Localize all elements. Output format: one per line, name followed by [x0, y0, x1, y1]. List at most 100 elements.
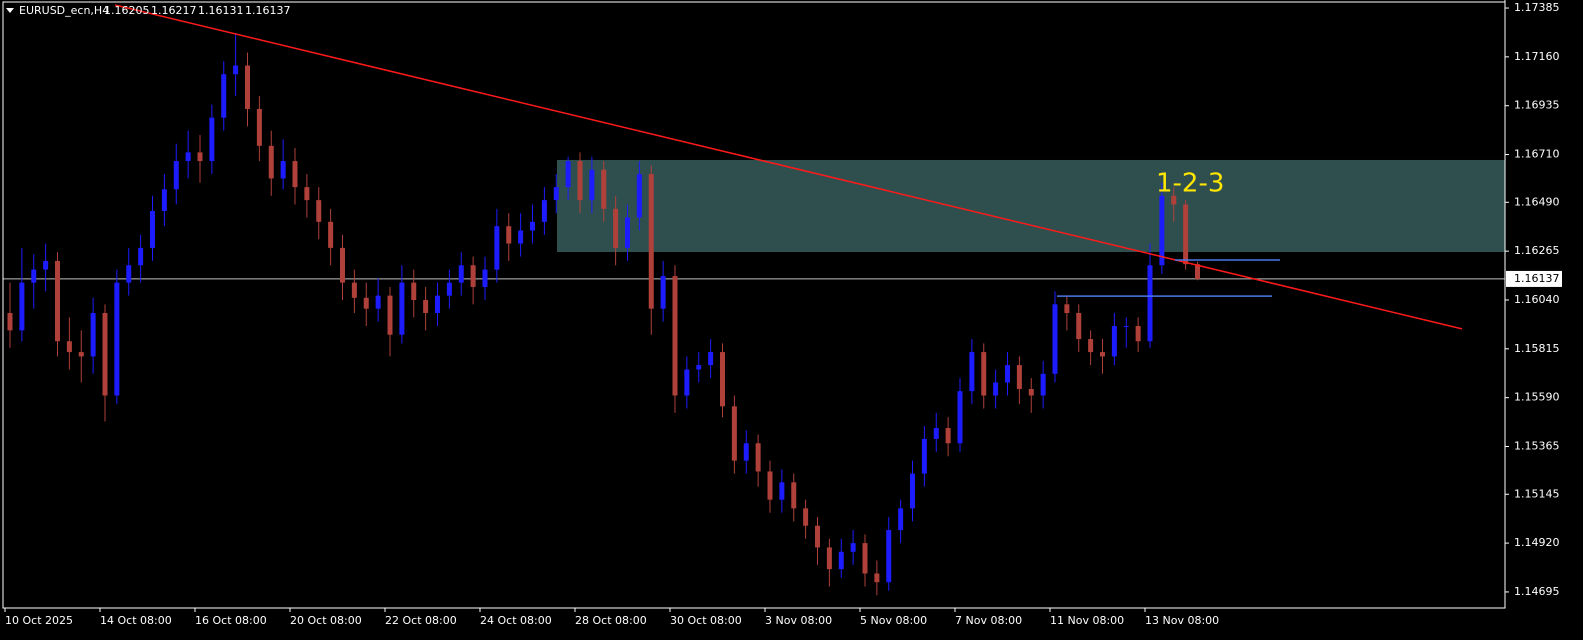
- candle-body: [150, 210, 155, 248]
- x-tick-label: 13 Nov 08:00: [1145, 614, 1219, 627]
- y-tick-label: 1.16710: [1514, 148, 1560, 161]
- candle-body: [981, 352, 987, 396]
- price-tag-label: 1.16137: [1514, 272, 1560, 285]
- y-tick-label: 1.16265: [1514, 244, 1560, 257]
- candle-body: [399, 282, 405, 335]
- candle-body: [886, 530, 892, 583]
- candle-body: [672, 276, 678, 396]
- y-tick-label: 1.16040: [1514, 293, 1560, 306]
- candle-body: [838, 551, 844, 570]
- candle-body: [316, 200, 322, 222]
- candle-body: [601, 169, 607, 209]
- candle-body: [458, 265, 464, 283]
- y-tick-label: 1.16490: [1514, 195, 1560, 208]
- candle-body: [898, 508, 904, 531]
- zone: [557, 159, 1505, 253]
- collapse-icon[interactable]: [6, 8, 14, 13]
- candle-body: [185, 152, 191, 162]
- candle-body: [1147, 265, 1153, 342]
- x-tick-label: 20 Oct 08:00: [290, 614, 362, 627]
- candle-body: [565, 161, 571, 188]
- y-tick-label: 1.15365: [1514, 440, 1560, 453]
- x-tick-label: 5 Nov 08:00: [860, 614, 927, 627]
- candle-body: [815, 525, 820, 548]
- candle-body: [1005, 365, 1010, 383]
- x-tick-label: 3 Nov 08:00: [765, 614, 832, 627]
- candle-body: [55, 260, 60, 342]
- y-tick-label: 1.17385: [1514, 1, 1560, 14]
- candle-body: [506, 226, 512, 244]
- candle-body: [7, 313, 13, 331]
- candle-body: [803, 508, 809, 526]
- y-tick-label: 1.14695: [1514, 585, 1560, 598]
- candle-body: [826, 547, 832, 570]
- candle-body: [245, 65, 250, 109]
- candle-body: [161, 189, 167, 211]
- price-tag: [1506, 270, 1562, 287]
- x-tick-label: 30 Oct 08:00: [670, 614, 742, 627]
- y-tick-label: 1.16935: [1514, 99, 1560, 112]
- candle-body: [696, 365, 702, 370]
- candle-body: [577, 161, 583, 201]
- candle-body: [1064, 304, 1070, 314]
- candle-body: [90, 313, 96, 357]
- candle-body: [636, 174, 642, 218]
- candle-body: [363, 297, 369, 309]
- candle-body: [411, 282, 417, 300]
- candle-body: [221, 74, 227, 118]
- candle-body: [910, 473, 915, 509]
- candle-body: [423, 299, 429, 314]
- candle-body: [1040, 373, 1046, 396]
- candle-body: [731, 406, 737, 461]
- candle-body: [933, 428, 939, 439]
- y-tick-label: 1.15815: [1514, 342, 1560, 355]
- candle-body: [648, 174, 654, 309]
- x-tick-label: 7 Nov 08:00: [955, 614, 1022, 627]
- candle-body: [138, 247, 144, 266]
- x-tick-label: 10 Oct 2025: [5, 614, 73, 627]
- candle-body: [197, 152, 203, 162]
- candle-body: [292, 161, 298, 188]
- candle-body: [494, 226, 500, 270]
- candle-body: [720, 352, 725, 407]
- trendline: [114, 4, 1463, 330]
- candle-body: [375, 295, 381, 309]
- y-tick-label: 1.15590: [1514, 391, 1560, 404]
- candle-body: [304, 187, 310, 201]
- open-price: 1.16205: [104, 4, 150, 17]
- candle-body: [755, 443, 761, 472]
- candle-body: [518, 230, 524, 244]
- x-tick-label: 28 Oct 08:00: [575, 614, 647, 627]
- candle-body: [31, 269, 37, 283]
- candle-body: [482, 269, 488, 287]
- candle-body: [1171, 195, 1177, 205]
- candle-body: [351, 282, 357, 298]
- candle-body: [435, 295, 440, 314]
- candle-body: [921, 438, 927, 474]
- symbol-label: EURUSD_ecn,H4: [19, 4, 109, 17]
- x-tick-label: 24 Oct 08:00: [480, 614, 552, 627]
- candle-body: [209, 117, 215, 162]
- candle-body: [280, 161, 286, 179]
- candle-body: [446, 282, 452, 296]
- x-tick-label: 14 Oct 08:00: [100, 614, 172, 627]
- candle-body: [1016, 365, 1022, 389]
- x-tick-label: 11 Nov 08:00: [1050, 614, 1124, 627]
- candle-body: [1195, 264, 1200, 279]
- candle-body: [779, 482, 785, 500]
- low-price: 1.16131: [198, 4, 244, 17]
- candle-body: [791, 482, 797, 509]
- candle-body: [114, 282, 120, 396]
- candle-body: [945, 428, 951, 444]
- high-price: 1.16217: [151, 4, 197, 17]
- candle-body: [1123, 326, 1129, 328]
- candle-body: [708, 352, 714, 366]
- candle-body: [589, 169, 595, 201]
- candle-body: [684, 369, 690, 396]
- candle-body: [268, 145, 274, 179]
- candle-body: [173, 161, 179, 190]
- x-tick-label: 22 Oct 08:00: [385, 614, 457, 627]
- candle-body: [993, 382, 999, 396]
